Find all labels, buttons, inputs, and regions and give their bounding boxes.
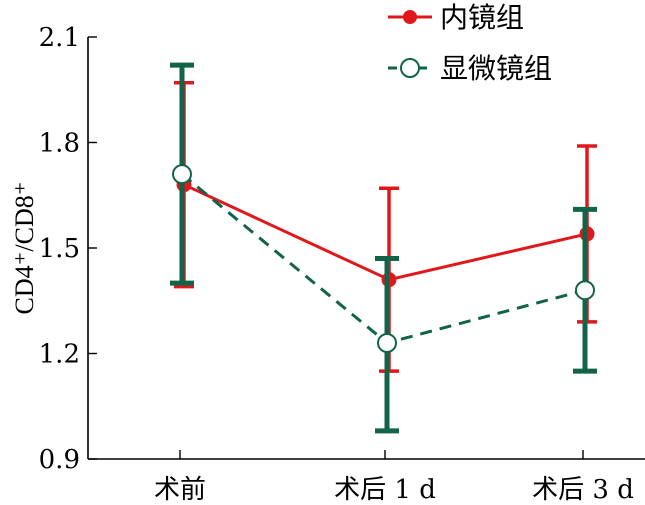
legend-label: 显微镜组 [440, 52, 552, 85]
y-tick-label: 2.1 [39, 23, 80, 53]
legend-item-1: 内镜组 [388, 1, 524, 34]
y-tick-label: 1.8 [39, 129, 80, 159]
legend-marker [400, 58, 420, 78]
y-axis-title: CD4⁺/CD8⁺ [10, 182, 39, 315]
x-tick-label: 术后 3 d [532, 475, 634, 505]
y-tick-label: 1.2 [39, 340, 80, 370]
axes: 0.9 1.2 1.5 1.8 2.1 术前 术后 1 d 术后 3 d [39, 23, 645, 505]
plot-area [170, 62, 597, 434]
data-point [172, 164, 192, 185]
data-point [575, 280, 595, 301]
series-2 [170, 62, 597, 434]
legend-marker [403, 10, 417, 24]
legend-item-2: 显微镜组 [388, 52, 552, 85]
y-tick-label: 0.9 [39, 445, 80, 475]
legend-label: 内镜组 [440, 1, 524, 34]
x-tick-label: 术后 1 d [334, 475, 436, 505]
y-tick-label: 1.5 [39, 234, 80, 264]
x-tick-label: 术前 [154, 475, 206, 505]
data-point [377, 332, 397, 353]
